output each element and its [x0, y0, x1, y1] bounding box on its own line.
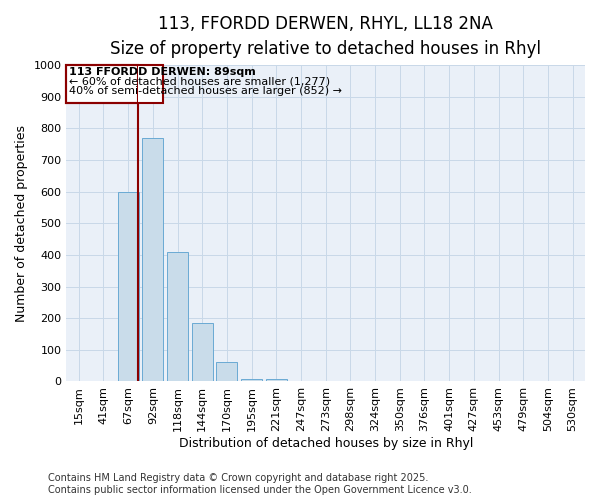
- Text: 40% of semi-detached houses are larger (852) →: 40% of semi-detached houses are larger (…: [69, 86, 342, 96]
- Bar: [266, 379, 287, 382]
- Bar: [167, 252, 188, 382]
- Bar: [142, 138, 163, 382]
- Bar: [192, 323, 213, 382]
- Text: 113 FFORDD DERWEN: 89sqm: 113 FFORDD DERWEN: 89sqm: [69, 66, 256, 76]
- Bar: [138, 65, 163, 103]
- Bar: [67, 65, 138, 103]
- Bar: [93, 380, 114, 382]
- Y-axis label: Number of detached properties: Number of detached properties: [15, 125, 28, 322]
- Bar: [241, 379, 262, 382]
- Title: 113, FFORDD DERWEN, RHYL, LL18 2NA
Size of property relative to detached houses : 113, FFORDD DERWEN, RHYL, LL18 2NA Size …: [110, 15, 541, 58]
- Bar: [118, 192, 139, 382]
- Text: ← 60% of detached houses are smaller (1,277): ← 60% of detached houses are smaller (1,…: [69, 76, 330, 86]
- Bar: [217, 362, 238, 382]
- X-axis label: Distribution of detached houses by size in Rhyl: Distribution of detached houses by size …: [179, 437, 473, 450]
- Text: Contains HM Land Registry data © Crown copyright and database right 2025.
Contai: Contains HM Land Registry data © Crown c…: [48, 474, 472, 495]
